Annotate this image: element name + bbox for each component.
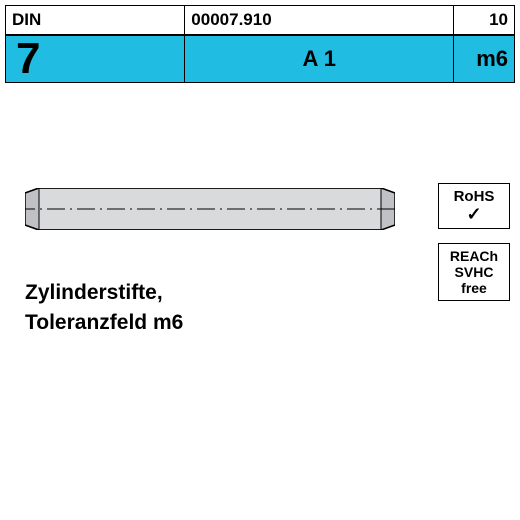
hdr-code: 00007.910 bbox=[185, 6, 454, 34]
check-icon: ✓ bbox=[441, 205, 507, 223]
hdr-din-label: DIN bbox=[6, 6, 185, 34]
header-row-1: DIN 00007.910 10 bbox=[5, 5, 515, 35]
hdr-tolerance: m6 bbox=[454, 36, 514, 82]
reach-l1: REACh bbox=[441, 248, 507, 264]
rohs-label: RoHS bbox=[441, 188, 507, 205]
description: Zylinderstifte, Toleranzfeld m6 bbox=[25, 278, 183, 339]
reach-l3: free bbox=[441, 280, 507, 296]
header-row-2: 7 A 1 m6 bbox=[5, 35, 515, 83]
body-area: Zylinderstifte, Toleranzfeld m6 RoHS ✓ R… bbox=[5, 83, 515, 515]
reach-badge: REACh SVHC free bbox=[438, 243, 510, 301]
hdr-din-number: 7 bbox=[6, 36, 185, 82]
pin-drawing bbox=[25, 188, 395, 230]
hdr-material: A 1 bbox=[185, 36, 454, 82]
hdr-right-num: 10 bbox=[454, 6, 514, 34]
desc-line1: Zylinderstifte, bbox=[25, 278, 183, 308]
desc-line2: Toleranzfeld m6 bbox=[25, 308, 183, 338]
rohs-badge: RoHS ✓ bbox=[438, 183, 510, 229]
reach-l2: SVHC bbox=[441, 264, 507, 280]
